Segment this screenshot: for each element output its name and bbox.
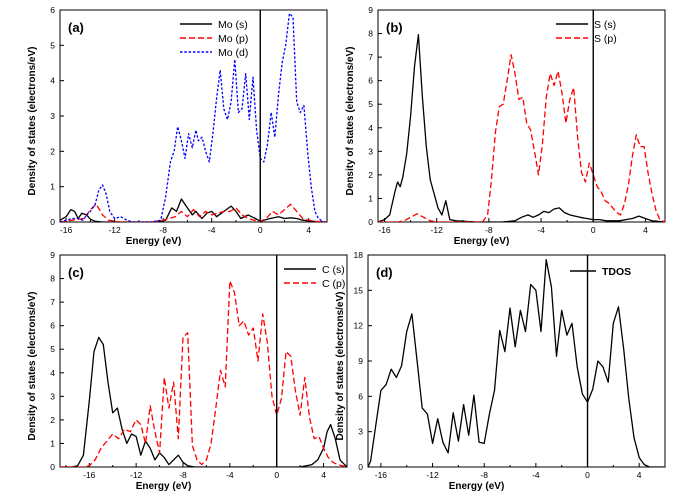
y-tick-label: 6 (368, 76, 373, 86)
y-tick-label: 9 (358, 356, 363, 366)
x-tick-label: 4 (306, 225, 311, 235)
legend-label: C (s) (322, 264, 345, 276)
x-tick-label: -4 (208, 225, 216, 235)
y-tick-label: 9 (368, 5, 373, 15)
y-tick-label: 7 (368, 52, 373, 62)
y-axis-label: Density of states (electrons/eV) (345, 47, 356, 196)
x-tick-label: -4 (226, 470, 234, 480)
panel-1: -16 -12 -8 -4 0 4 0 1 2 3 4 5 6 7 8 9 Energy (eV) Density… (345, 5, 666, 247)
y-tick-label: 18 (354, 250, 364, 260)
x-tick-label: -8 (485, 225, 493, 235)
y-tick-label: 3 (50, 111, 55, 121)
y-tick-label: 3 (50, 391, 55, 401)
x-tick-label: -12 (108, 225, 121, 235)
y-tick-label: 0 (358, 462, 363, 472)
y-tick-label: 0 (50, 462, 55, 472)
y-tick-label: 0 (50, 217, 55, 227)
x-tick-label: 4 (321, 470, 326, 480)
y-tick-label: 5 (50, 40, 55, 50)
y-tick-label: 2 (50, 415, 55, 425)
series-line-0 (368, 259, 665, 467)
y-tick-label: 6 (50, 321, 55, 331)
legend-label: Mo (s) (218, 19, 248, 31)
y-tick-label: 15 (354, 285, 364, 295)
x-axis-label: Energy (eV) (454, 236, 510, 247)
y-tick-label: 2 (50, 146, 55, 156)
x-tick-label: -4 (537, 225, 545, 235)
x-axis-label: Energy (eV) (126, 236, 182, 247)
y-tick-label: 4 (368, 123, 373, 133)
plot-frame (59, 9, 328, 223)
y-tick-label: 6 (358, 391, 363, 401)
y-tick-label: 3 (368, 146, 373, 156)
y-tick-label: 7 (50, 297, 55, 307)
y-tick-label: 0 (368, 217, 373, 227)
x-tick-label: -16 (83, 470, 96, 480)
y-tick-label: 3 (358, 427, 363, 437)
x-tick-label: -8 (480, 470, 488, 480)
panel-3: -16 -12 -8 -4 0 4 0 3 6 9 12 15 18 Energy (eV) Density… (335, 250, 666, 492)
series-line-2 (60, 12, 327, 222)
x-tick-label: -16 (60, 225, 73, 235)
plot-frame (367, 254, 666, 468)
plot-frame (377, 9, 666, 223)
y-tick-label: 1 (50, 438, 55, 448)
y-tick-label: 2 (368, 170, 373, 180)
y-tick-label: 4 (50, 368, 55, 378)
x-tick-label: -8 (159, 225, 167, 235)
legend-label: Mo (d) (218, 47, 248, 59)
series-line-1 (378, 54, 665, 222)
x-tick-label: -12 (431, 225, 444, 235)
y-tick-label: 8 (50, 274, 55, 284)
legend-label: S (p) (594, 33, 617, 45)
y-tick-label: 1 (368, 193, 373, 203)
y-tick-label: 9 (50, 250, 55, 260)
series-line-0 (60, 198, 327, 222)
panel-label: (d) (376, 265, 393, 280)
x-axis-label: Energy (eV) (136, 481, 192, 492)
panel-label: (a) (68, 20, 84, 35)
y-tick-label: 12 (354, 321, 364, 331)
x-tick-label: -12 (426, 470, 439, 480)
series-line-1 (60, 280, 347, 467)
panel-label: (c) (68, 265, 84, 280)
legend-label: C (p) (322, 278, 345, 290)
y-tick-label: 5 (50, 344, 55, 354)
x-tick-label: 4 (643, 225, 648, 235)
x-tick-label: -12 (130, 470, 143, 480)
y-axis-label: Density of states (electrons/eV) (27, 292, 38, 441)
panel-label: (b) (386, 20, 403, 35)
y-axis-label: Density of states (electrons/eV) (335, 292, 346, 441)
x-tick-label: 0 (591, 225, 596, 235)
y-tick-label: 4 (50, 76, 55, 86)
x-tick-label: 0 (585, 470, 590, 480)
panel-2: -16 -12 -8 -4 0 4 0 1 2 3 4 5 6 7 8 9 Energy (eV) Density… (27, 250, 348, 492)
x-tick-label: -4 (532, 470, 540, 480)
plot-frame (59, 254, 348, 468)
x-tick-label: 4 (637, 470, 642, 480)
y-axis-label: Density of states (electrons/eV) (27, 47, 38, 196)
series-line-0 (378, 34, 665, 222)
y-tick-label: 5 (368, 99, 373, 109)
x-tick-label: -8 (179, 470, 187, 480)
y-tick-label: 8 (368, 29, 373, 39)
x-tick-label: 0 (274, 470, 279, 480)
x-tick-label: -16 (378, 225, 391, 235)
legend-label: TDOS (602, 266, 631, 278)
x-tick-label: 0 (258, 225, 263, 235)
y-tick-label: 6 (50, 5, 55, 15)
series-line-0 (60, 336, 347, 467)
y-tick-label: 1 (50, 182, 55, 192)
legend-label: S (s) (594, 19, 616, 31)
x-axis-label: Energy (eV) (449, 481, 505, 492)
legend-label: Mo (p) (218, 33, 248, 45)
x-tick-label: -16 (375, 470, 388, 480)
panel-0: -16 -12 -8 -4 0 4 0 1 2 3 4 5 6 Energy (eV) Density of… (27, 5, 328, 247)
